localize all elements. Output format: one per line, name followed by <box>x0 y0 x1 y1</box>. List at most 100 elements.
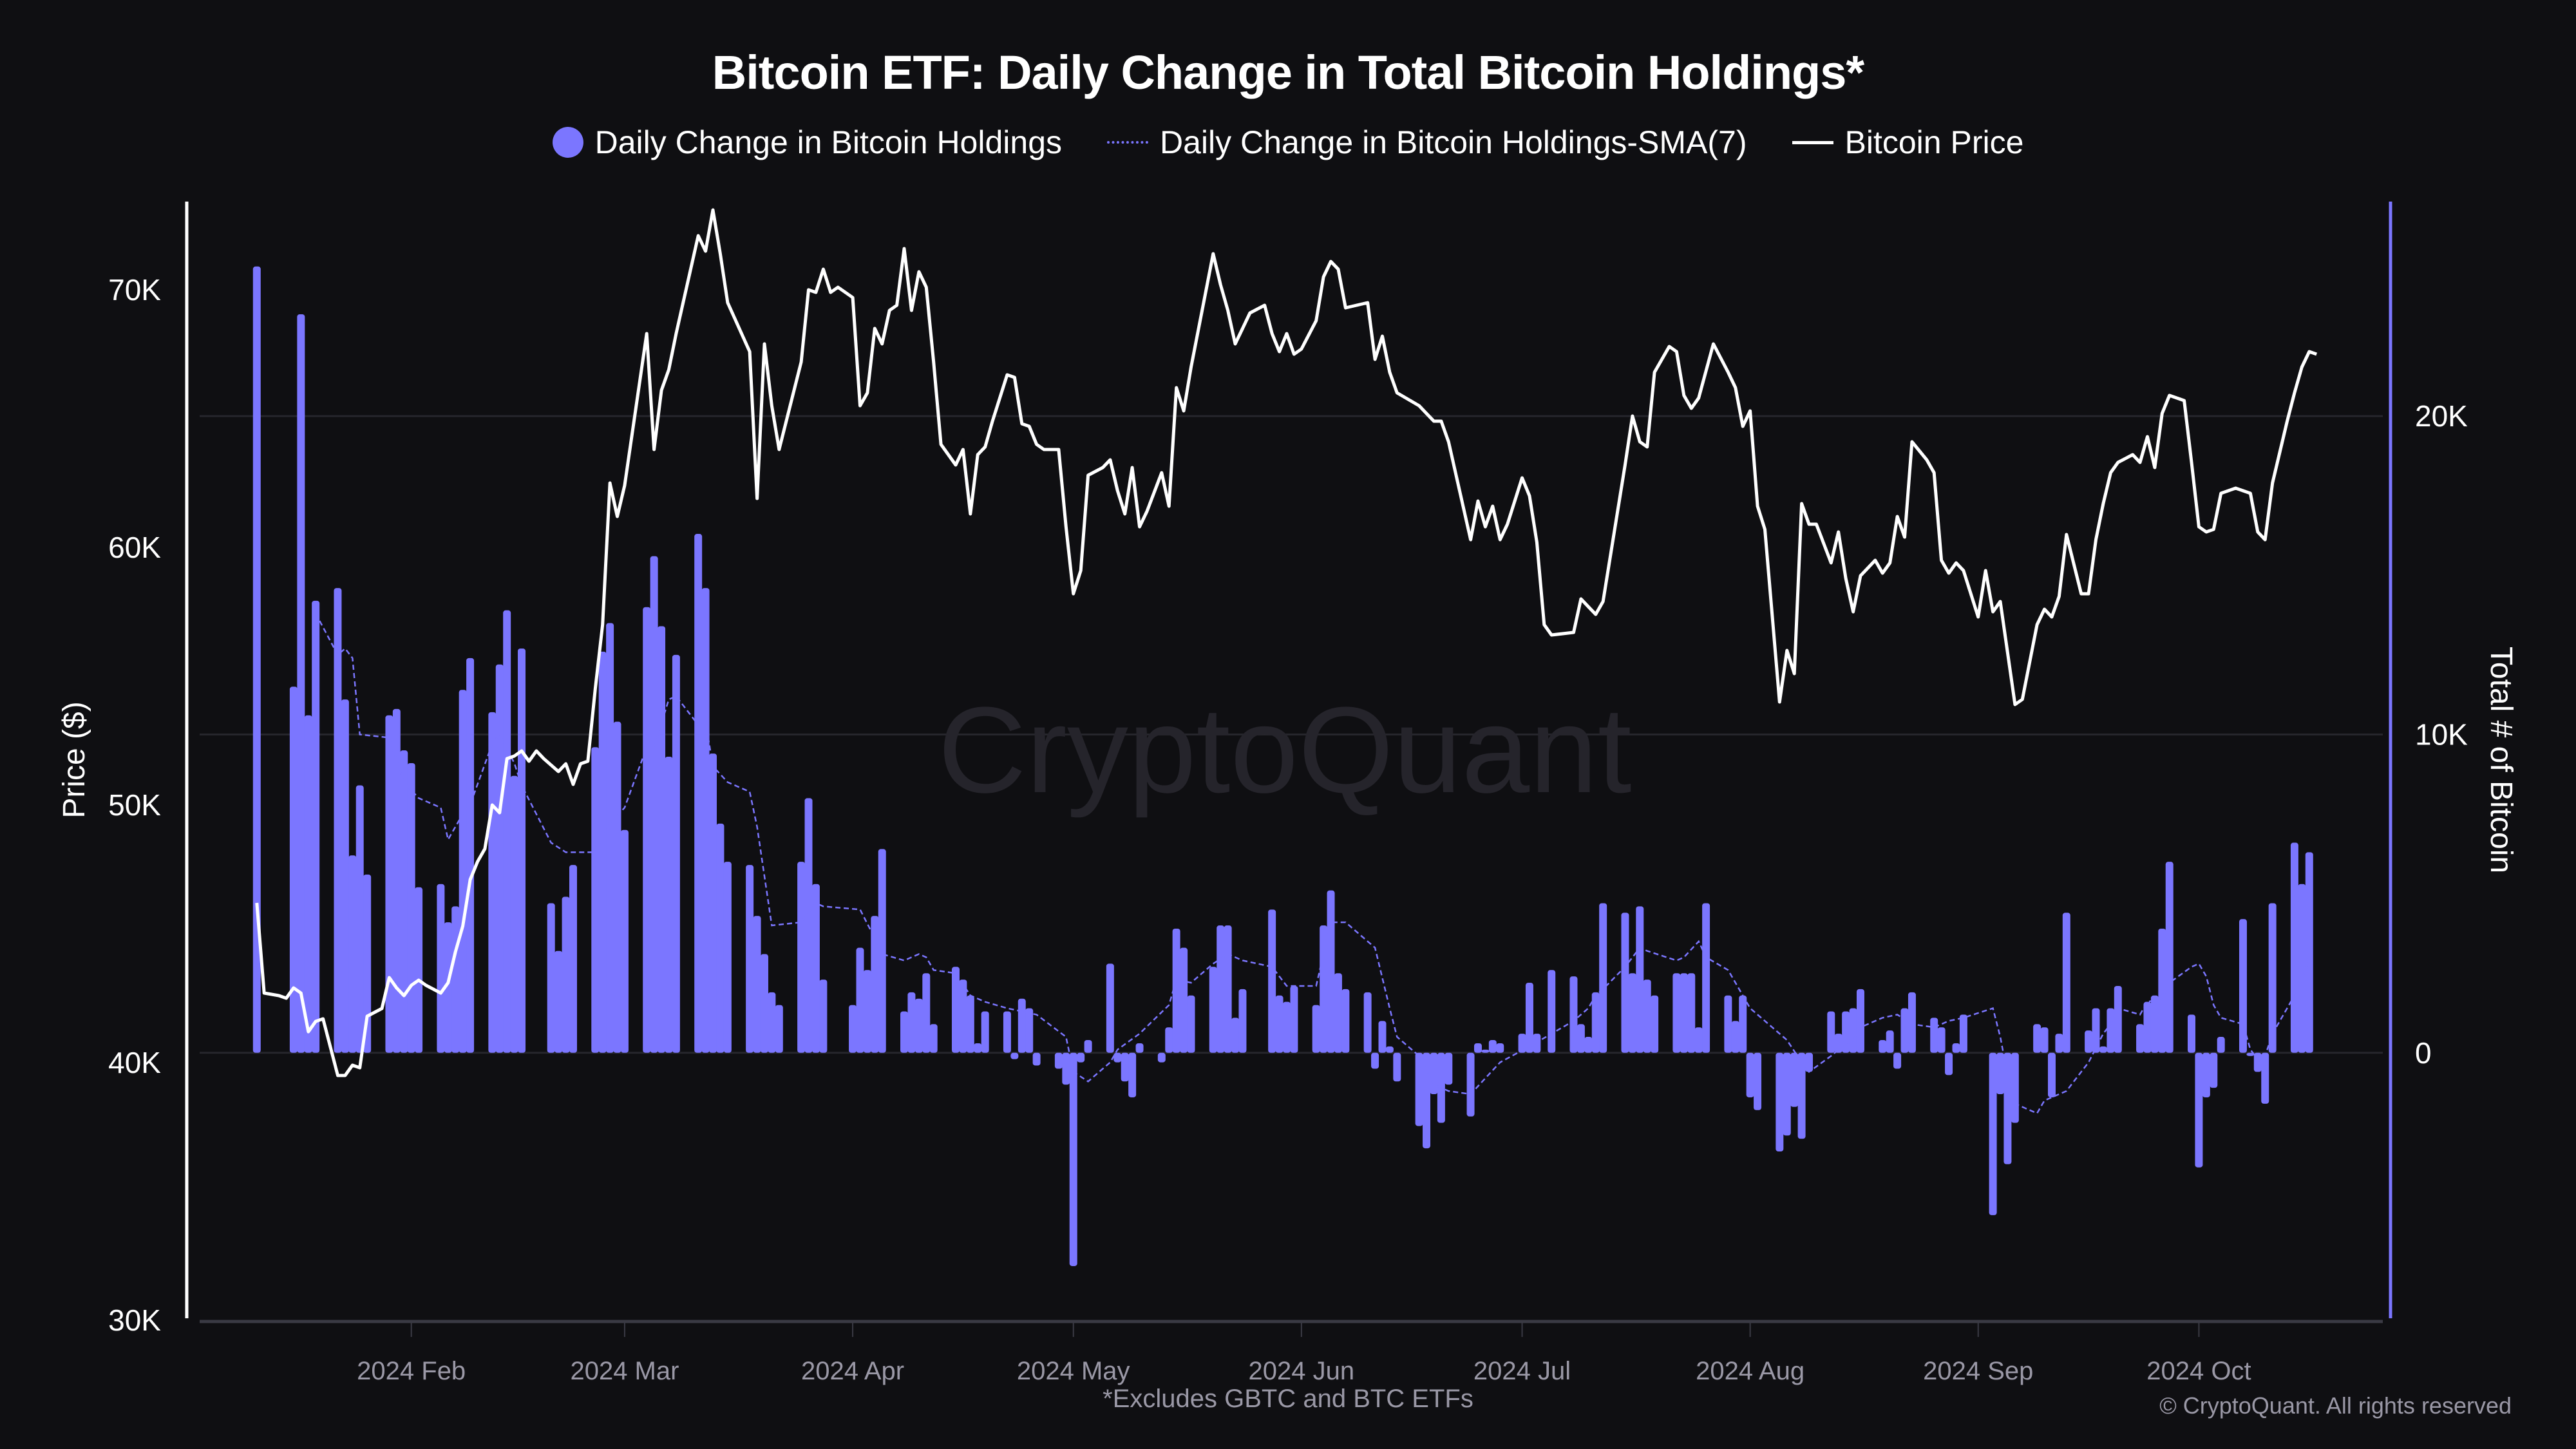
x-tick-label: 2024 Oct <box>2146 1357 2251 1385</box>
bar <box>1172 928 1180 1053</box>
legend-item-sma[interactable]: Daily Change in Bitcoin Holdings-SMA(7) <box>1107 124 1747 161</box>
bar <box>1488 1040 1497 1053</box>
bar <box>2055 1034 2063 1053</box>
y-left-tick-label: 30K <box>108 1303 161 1337</box>
bar <box>1423 1052 1431 1149</box>
bar <box>2217 1037 2225 1053</box>
bar <box>1378 1021 1387 1053</box>
legend: Daily Change in Bitcoin Holdings Daily C… <box>0 124 2576 161</box>
bar <box>1430 1052 1438 1095</box>
legend-item-daily-change[interactable]: Daily Change in Bitcoin Holdings <box>552 124 1062 161</box>
bar <box>2107 1008 2115 1053</box>
bar <box>1900 1008 1909 1053</box>
bar <box>518 648 526 1053</box>
bar <box>569 865 577 1053</box>
bar <box>2195 1052 2203 1168</box>
bar <box>2085 1030 2093 1053</box>
bar <box>2136 1024 2145 1053</box>
bar <box>1754 1052 1762 1110</box>
bar <box>650 556 658 1053</box>
bar <box>1385 1046 1394 1053</box>
bar <box>804 798 813 1053</box>
bar <box>1945 1052 1953 1075</box>
bar <box>643 607 651 1053</box>
bar <box>613 721 621 1053</box>
bar <box>951 967 960 1053</box>
bar <box>856 947 864 1053</box>
y-right-tick-label: 0 <box>2415 1036 2432 1070</box>
axes-layer <box>185 202 2392 1318</box>
bar <box>1187 995 1195 1053</box>
x-tick-label: 2024 Mar <box>570 1357 679 1385</box>
bar <box>900 1011 909 1053</box>
bar <box>554 951 563 1053</box>
legend-item-price[interactable]: Bitcoin Price <box>1792 124 2023 161</box>
bar <box>2033 1024 2041 1053</box>
bar <box>878 849 886 1053</box>
bar <box>1106 963 1114 1053</box>
bar <box>701 588 710 1053</box>
bar <box>562 896 570 1053</box>
bar <box>2210 1052 2218 1088</box>
bar <box>1731 1021 1739 1053</box>
bar <box>503 610 511 1053</box>
bar <box>760 954 768 1053</box>
bar <box>1003 1011 1011 1053</box>
bar <box>966 995 974 1053</box>
bar <box>1444 1052 1453 1085</box>
bar <box>672 654 680 1053</box>
legend-label: Daily Change in Bitcoin Holdings <box>594 124 1062 160</box>
bar <box>341 699 349 1053</box>
bar <box>1842 1011 1850 1053</box>
bar <box>2261 1052 2269 1104</box>
bar <box>451 906 460 1053</box>
bar <box>811 884 820 1053</box>
bar <box>385 715 393 1053</box>
bar <box>1283 1001 1291 1053</box>
bar <box>1025 1008 1034 1053</box>
bar <box>2165 862 2174 1053</box>
bar <box>348 855 357 1053</box>
y-left-tick-label: 70K <box>108 273 161 307</box>
y-right-axis-title: Total # of Bitcoin <box>2484 647 2518 873</box>
bar <box>2062 913 2070 1053</box>
bar <box>444 922 452 1053</box>
x-tick-label: 2024 Sep <box>1923 1357 2033 1385</box>
bar <box>2202 1052 2210 1097</box>
bar <box>1930 1018 1938 1053</box>
bar <box>1790 1052 1799 1107</box>
bar <box>753 916 761 1053</box>
bar <box>1209 967 1217 1053</box>
bar <box>1157 1052 1166 1063</box>
bar <box>289 687 298 1053</box>
bar <box>1415 1052 1423 1126</box>
bar <box>334 588 342 1053</box>
bar <box>2114 985 2122 1053</box>
bar <box>1621 913 1629 1053</box>
x-tick-label: 2024 Feb <box>357 1357 466 1385</box>
x-tick-label: 2024 Jun <box>1249 1357 1355 1385</box>
x-tick-label: 2024 Apr <box>801 1357 904 1385</box>
bar <box>922 973 931 1053</box>
footnote: *Excludes GBTC and BTC ETFs <box>1103 1385 1473 1413</box>
bar <box>1989 1052 1997 1215</box>
bar <box>849 1005 857 1053</box>
bar <box>1694 1027 1703 1053</box>
bar <box>1010 1052 1019 1059</box>
x-tick-label: 2024 May <box>1017 1357 1130 1385</box>
bar <box>723 862 732 1053</box>
bar <box>1724 995 1732 1053</box>
bar <box>1996 1052 2005 1095</box>
price-line <box>255 208 2318 1077</box>
bar <box>1135 1043 1144 1053</box>
bar <box>355 785 364 1053</box>
bar <box>2239 919 2247 1053</box>
x-tick-label: 2024 Aug <box>1696 1357 1804 1385</box>
bar <box>1797 1052 1806 1139</box>
bar <box>2158 928 2166 1053</box>
bar <box>1238 989 1247 1053</box>
bar <box>2253 1052 2262 1072</box>
bars-layer <box>252 266 2313 1266</box>
bar <box>1746 1052 1754 1097</box>
